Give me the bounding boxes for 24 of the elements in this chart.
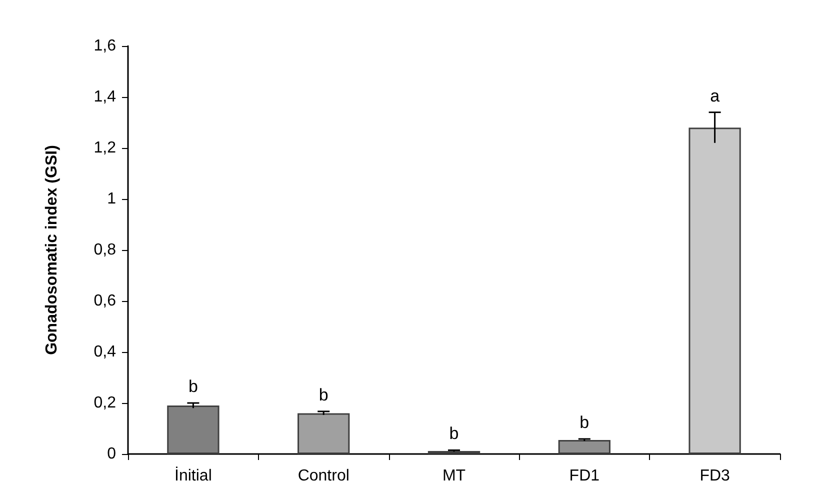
y-tick-label: 1,4: [94, 88, 116, 106]
x-tick-label: FD1: [569, 468, 600, 484]
y-tick-label: 1,2: [94, 140, 116, 156]
y-tick-label: 0: [107, 446, 116, 462]
annotation: b: [188, 377, 198, 396]
y-tick-label: 0,6: [94, 292, 116, 310]
bar: [298, 413, 350, 454]
y-axis-title: Gonadosomatic index (GSI): [44, 145, 60, 355]
bar: [558, 440, 610, 454]
x-tick-label: MT: [442, 468, 466, 484]
annotation: b: [580, 412, 590, 432]
x-tick-label: İnitial: [174, 466, 212, 484]
x-tick-label: Control: [298, 468, 350, 484]
y-tick-label: 0,2: [94, 394, 116, 412]
y-tick-label: 1: [107, 190, 116, 208]
annotation: a: [710, 86, 720, 106]
bar: [688, 128, 741, 454]
x-tick-label: FD3: [700, 468, 730, 484]
annotation: b: [449, 424, 459, 444]
y-tick-label: 1,6: [94, 38, 116, 54]
annotation: b: [318, 385, 328, 404]
y-tick-label: 0,8: [94, 242, 116, 258]
bar: [167, 406, 220, 454]
y-tick-label: 0,4: [94, 344, 116, 360]
